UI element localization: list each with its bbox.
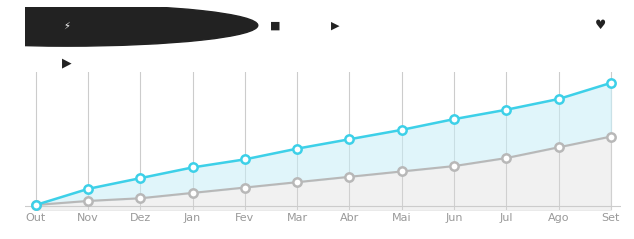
- Circle shape: [0, 5, 258, 46]
- Text: ♥: ♥: [595, 19, 606, 32]
- Text: ⚡: ⚡: [63, 20, 70, 30]
- Text: ■: ■: [271, 20, 281, 30]
- Text: ▶: ▶: [331, 20, 340, 30]
- Text: ▶: ▶: [62, 56, 72, 69]
